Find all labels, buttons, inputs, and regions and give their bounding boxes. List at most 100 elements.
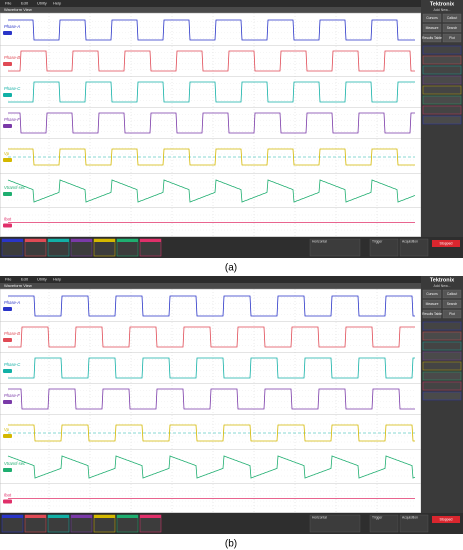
side-button[interactable]	[442, 299, 462, 309]
side-button-label: Cursors	[426, 292, 438, 296]
side-button[interactable]	[442, 289, 462, 299]
menu-item[interactable]: Help	[53, 1, 62, 6]
scope-panel: File Edit Utility Help Waveform View Phase-A P…	[0, 0, 463, 274]
brand: Tektronix	[430, 1, 455, 7]
menu-item[interactable]: Edit	[21, 277, 29, 282]
waveform	[8, 388, 415, 410]
side-button-label: Measure	[426, 302, 439, 306]
side-button[interactable]	[442, 33, 462, 43]
result-box	[422, 391, 462, 401]
channel-tab	[71, 239, 92, 242]
caption: (a)	[225, 263, 237, 274]
side-button[interactable]	[442, 23, 462, 33]
footer-box	[399, 514, 429, 533]
sidebar	[421, 276, 463, 534]
side-button-label: Cursors	[426, 16, 438, 20]
side-button-label: Callout	[447, 16, 457, 20]
lane-badge	[3, 62, 12, 66]
side-button-label: Search	[447, 26, 458, 30]
side-button[interactable]	[422, 13, 442, 23]
lane-label: Phase-A	[4, 24, 20, 29]
result-box	[422, 45, 462, 55]
result-box	[422, 361, 462, 371]
result-box	[422, 115, 462, 125]
stop-label: Stopped	[439, 517, 452, 521]
channel-tab	[25, 239, 46, 242]
stop-button[interactable]	[432, 516, 460, 523]
side-button-label: Callout	[447, 292, 457, 296]
footer-box	[399, 238, 429, 257]
lane-label: Vtransf-sec	[4, 185, 26, 190]
waveform	[7, 179, 416, 203]
scope-panel: File Edit Utility Help Waveform View Phase-A P…	[0, 276, 463, 550]
result-box	[422, 105, 462, 115]
lane-label: Phase-B	[4, 55, 20, 60]
lane-label: Ibat	[4, 217, 12, 222]
menu-item[interactable]: File	[5, 277, 12, 282]
menu-item[interactable]: Edit	[21, 1, 29, 6]
result-box	[422, 75, 462, 85]
lane-label: Vp	[4, 427, 10, 432]
waveform	[8, 19, 415, 41]
menu-bar	[0, 0, 463, 7]
footer-heading: Horizontal	[312, 515, 327, 519]
footer-heading: Trigger	[372, 515, 383, 519]
add-new: Add New...	[434, 284, 451, 288]
channel-tab	[140, 515, 161, 518]
lane-label: Phase-A	[4, 300, 20, 305]
result-box	[422, 381, 462, 391]
side-button[interactable]	[442, 309, 462, 319]
footer-heading: Trigger	[372, 239, 383, 243]
stop-label: Stopped	[439, 241, 452, 245]
lane-label: Phase-C	[4, 362, 21, 367]
channel-tab	[117, 239, 138, 242]
stop-button[interactable]	[432, 240, 460, 247]
lane-badge	[3, 468, 12, 472]
menu-item[interactable]: Utility	[37, 1, 47, 6]
footer-box	[369, 514, 399, 533]
waveform	[8, 424, 415, 442]
waveform	[8, 357, 415, 379]
lane-badge	[3, 93, 12, 97]
lane-badge	[3, 192, 12, 196]
lane-badge	[3, 400, 12, 404]
side-button[interactable]	[422, 309, 442, 319]
waveform	[8, 81, 415, 103]
side-button-label: Measure	[426, 26, 439, 30]
view-bar	[0, 283, 421, 289]
menu-bar	[0, 276, 463, 283]
footer-heading: Acquisition	[402, 239, 418, 243]
result-box	[422, 351, 462, 361]
menu-item[interactable]: Help	[53, 277, 62, 282]
lane-badge	[3, 369, 12, 373]
lane-badge	[3, 499, 12, 504]
waveform	[8, 148, 415, 166]
footer-box	[369, 238, 399, 257]
lane-badge	[3, 434, 12, 438]
side-button[interactable]	[422, 299, 442, 309]
menu-item[interactable]: File	[5, 1, 12, 6]
channel-tab	[25, 515, 46, 518]
footer-box	[309, 238, 361, 257]
lane-badge	[3, 338, 12, 342]
caption: (b)	[225, 539, 237, 550]
side-button[interactable]	[442, 13, 462, 23]
lane-badge	[3, 307, 12, 311]
footer-heading: Acquisition	[402, 515, 418, 519]
side-button[interactable]	[422, 289, 442, 299]
lane-badge	[3, 124, 12, 128]
side-button[interactable]	[422, 33, 442, 43]
side-button[interactable]	[422, 23, 442, 33]
lane-label: Vp	[4, 151, 10, 156]
view-title: Waveform View	[4, 7, 32, 12]
side-button-label: Search	[447, 302, 458, 306]
channel-tab	[2, 239, 23, 242]
waveform	[8, 50, 415, 72]
result-box	[422, 321, 462, 331]
lane-label: Phase-F	[4, 393, 20, 398]
sidebar	[421, 0, 463, 258]
plot-area	[0, 12, 422, 238]
channel-tab	[2, 515, 23, 518]
menu-item[interactable]: Utility	[37, 277, 47, 282]
